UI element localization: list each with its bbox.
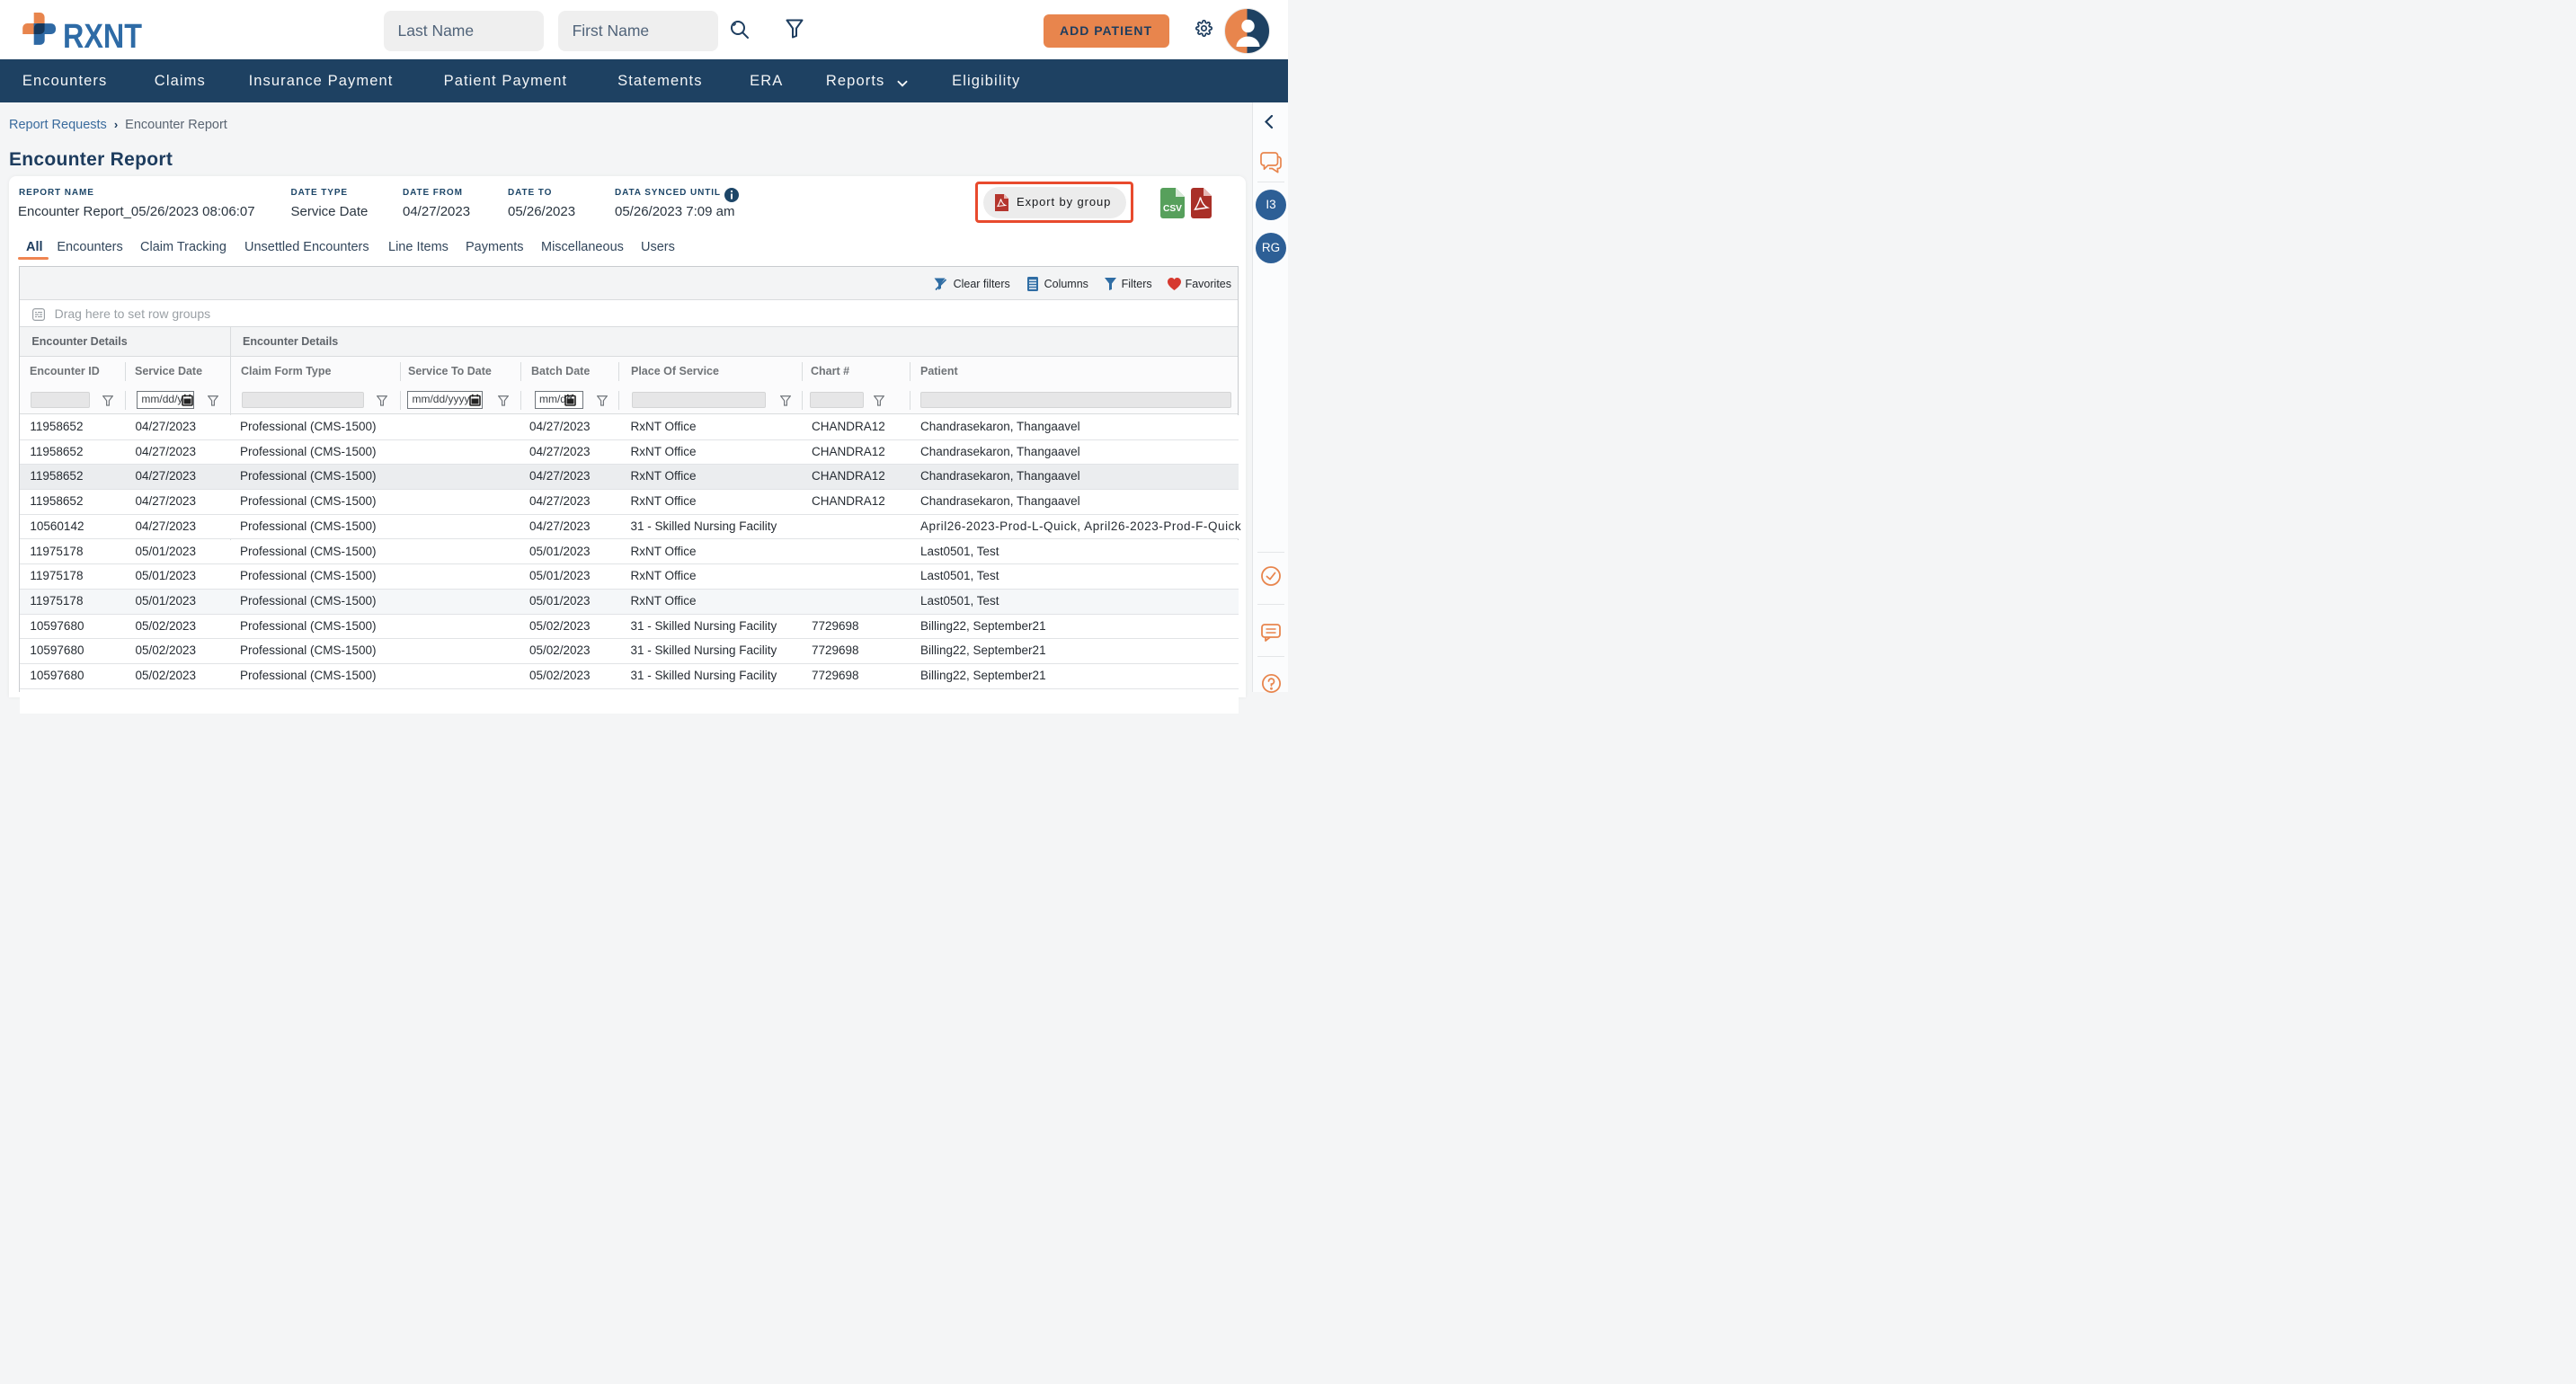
svg-text:CSV: CSV [1163,204,1182,214]
svg-text:RXNT: RXNT [63,18,142,49]
